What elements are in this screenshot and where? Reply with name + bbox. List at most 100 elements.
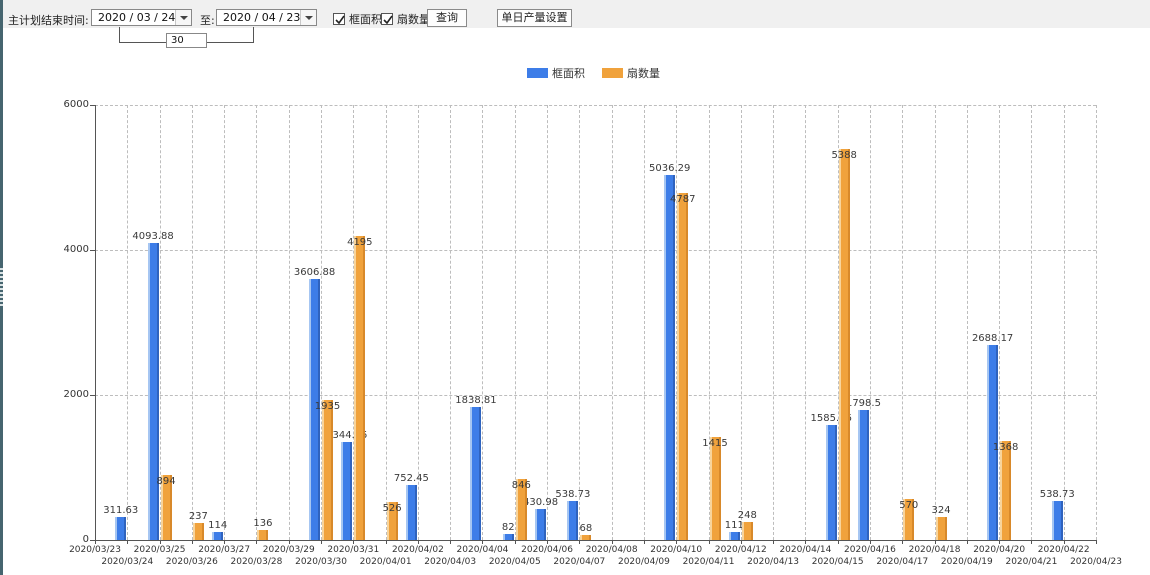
frame-area-checkbox[interactable]: 框面积 [333,11,382,27]
x-axis-label: 2020/03/25 [133,545,186,555]
date-from-dropdown-button[interactable] [175,10,191,25]
checkbox-checked-icon [333,13,345,25]
x-axis-label: 2020/04/22 [1037,545,1090,555]
x-axis-tick [773,540,775,544]
bar-frame-area-2020/04/07 [567,500,579,540]
gridline-vertical [417,105,419,540]
bar-sash-count-2020/03/28 [257,530,269,540]
daily-output-settings-button[interactable]: 单日产量设置 [497,9,572,27]
sash-count-checkbox[interactable]: 扇数量 [381,11,430,27]
end-time-label: 主计划结束时间: [8,14,89,27]
bar-sash-count-2020/03/31 [354,235,366,540]
gridline-vertical [159,105,161,540]
x-axis-tick [321,540,323,544]
y-axis-label: 2000 [63,389,89,400]
bar-frame-area-2020/03/25 [147,243,159,540]
x-axis-tick [482,540,484,544]
bar-value-label: 5388 [831,150,857,162]
x-axis-label: 2020/04/10 [650,545,703,555]
x-axis-tick [95,540,96,544]
x-axis-tick [902,540,904,544]
bar-value-label: 114 [208,519,228,531]
gridline-vertical [740,105,742,540]
toolbar: 主计划结束时间: 2020 / 03 / 24 至: 2020 / 04 / 2… [3,0,1150,48]
x-axis-tick [643,540,645,544]
bar-sash-count-2020/03/26 [192,522,204,540]
x-axis-label: 2020/04/11 [682,557,735,567]
gridline-vertical [966,105,968,540]
y-axis-label: 4000 [63,244,89,255]
bar-value-label: 1798.5 [845,397,881,409]
gridline-vertical [547,105,549,540]
gridline-vertical [353,105,355,540]
bar-value-label: 4093.88 [132,231,174,243]
gridline-vertical [1031,105,1033,540]
x-axis-label: 2020/04/15 [811,557,864,567]
bar-value-label: 82 [501,522,515,534]
x-axis-tick [805,540,807,544]
bar-sash-count-2020/04/07 [580,535,592,540]
bar-sash-count-2020/04/10 [677,192,689,540]
x-axis-label: 2020/03/24 [101,557,154,567]
chevron-down-icon [305,16,313,20]
date-from-value: 2020 / 03 / 24 [98,11,176,24]
gridline-vertical [385,105,387,540]
date-to-picker[interactable]: 2020 / 04 / 23 [216,9,317,26]
bar-value-label: 2688.17 [971,333,1014,345]
bar-value-label: 1585.96 [810,413,852,425]
x-axis-tick [450,540,452,544]
x-axis-label: 2020/04/21 [1005,557,1058,567]
date-to-dropdown-button[interactable] [300,10,316,25]
gridline-vertical [934,105,936,540]
x-axis-label: 2020/04/09 [617,557,670,567]
bar-sash-count-2020/04/20 [1000,440,1012,540]
x-axis-label: 2020/04/14 [779,545,832,555]
bar-sash-count-2020/03/30 [322,399,334,540]
bar-sash-count-2020/04/18 [935,516,947,540]
bar-sash-count-2020/04/15 [838,149,850,540]
bar-value-label: 752.45 [393,473,429,485]
gridline-horizontal [95,395,1096,396]
legend-swatch-sash-count [602,68,623,78]
gridline-vertical [999,105,1001,540]
query-button[interactable]: 查询 [427,9,467,27]
x-axis-label: 2020/03/29 [262,545,315,555]
bar-value-label: 1838.81 [455,394,497,406]
x-axis-tick [837,540,839,544]
bar-value-label: 538.73 [555,488,591,500]
legend-item-sash-count[interactable]: 扇数量 [602,65,660,81]
x-axis-label: 2020/03/26 [165,557,218,567]
x-axis-tick [740,540,742,544]
x-axis [95,540,1097,541]
chart-legend: 框面积 扇数量 [527,65,660,81]
gridline-vertical [1096,105,1097,540]
gridline-vertical [450,105,452,540]
gridline-vertical [321,105,323,540]
x-axis-label: 2020/04/12 [714,545,767,555]
bar-frame-area-2020/03/24 [115,517,127,540]
y-axis-tick [90,395,95,396]
bar-value-label: 526 [382,502,402,514]
x-axis-label: 2020/04/05 [488,557,541,567]
splitter-grip-icon [0,268,3,306]
bar-sash-count-2020/04/17 [903,498,915,540]
y-axis-tick [90,540,95,541]
legend-item-frame-area[interactable]: 框面积 [527,65,585,81]
legend-swatch-frame-area [527,68,548,78]
gridline-vertical [805,105,807,540]
x-axis-label: 2020/04/16 [844,545,896,555]
x-axis-label: 2020/04/13 [747,557,800,567]
x-axis-tick [676,540,678,544]
bar-value-label: 3606.88 [293,266,336,278]
gridline-vertical [708,105,710,540]
x-axis-tick [934,540,936,544]
date-from-picker[interactable]: 2020 / 03 / 24 [91,9,192,26]
days-between-input[interactable]: 30 [166,33,207,48]
bar-frame-area-2020/04/12 [728,531,740,540]
x-axis-tick [417,540,419,544]
x-axis-label: 2020/04/17 [876,557,929,567]
x-axis-label: 2020/03/23 [69,545,121,555]
gridline-vertical [127,105,129,540]
bar-value-label: 237 [188,510,208,522]
